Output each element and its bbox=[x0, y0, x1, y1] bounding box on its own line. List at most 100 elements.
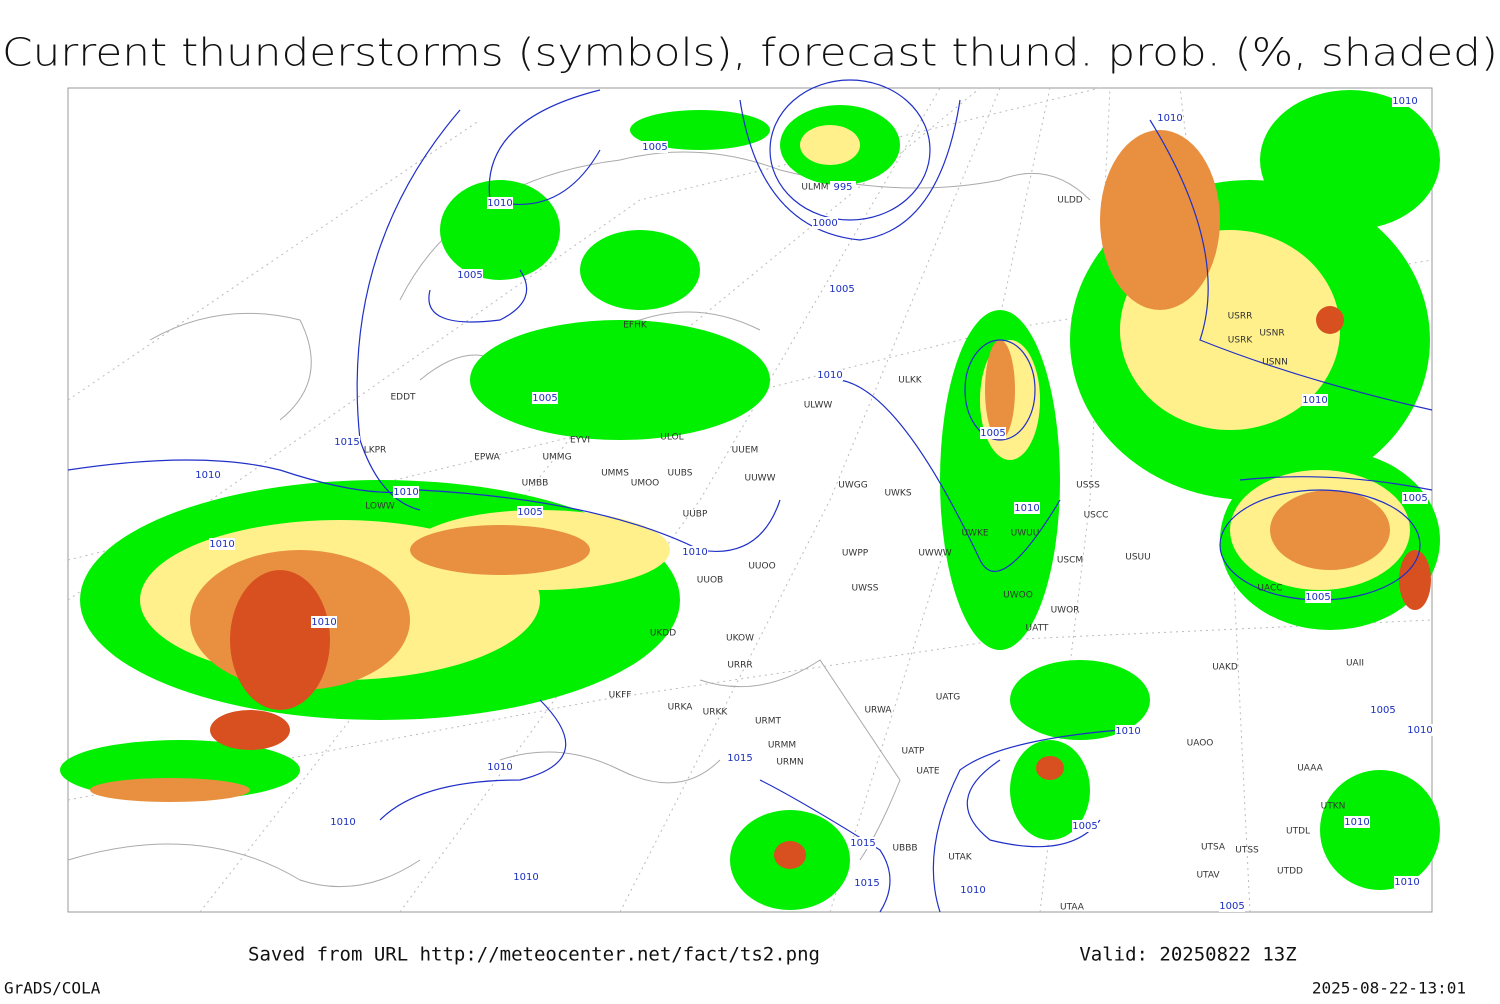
station-code: UWWW bbox=[918, 549, 951, 559]
isobar-label: 1010 bbox=[1394, 877, 1419, 888]
isobar-label: 1015 bbox=[334, 437, 359, 448]
isobar-label: 1000 bbox=[812, 218, 837, 229]
isobar-label: 1010 bbox=[513, 872, 538, 883]
isobar-label: 1005 bbox=[1305, 592, 1330, 603]
station-code: UKOW bbox=[726, 634, 754, 644]
station-code: UUBP bbox=[683, 510, 708, 520]
source-url: Saved from URL http://meteocenter.net/fa… bbox=[248, 944, 820, 966]
station-code: URKA bbox=[668, 703, 694, 713]
station-code: USRR bbox=[1228, 312, 1253, 322]
isobar-label: 1010 bbox=[960, 885, 985, 896]
isobar-label: 1015 bbox=[854, 878, 879, 889]
station-code: URMM bbox=[768, 741, 796, 751]
isobar-label: 1010 bbox=[1407, 725, 1432, 736]
isobar-label: 1005 bbox=[457, 270, 482, 281]
isobar-label: 1010 bbox=[209, 539, 234, 550]
isobar-label: 1010 bbox=[682, 547, 707, 558]
station-code: URMN bbox=[776, 758, 803, 768]
isobar-label: 1010 bbox=[195, 470, 220, 481]
station-code: LKPR bbox=[364, 446, 387, 456]
station-code: ULWW bbox=[804, 401, 833, 411]
isobar-label-bg bbox=[1392, 95, 1418, 107]
station-code: UAII bbox=[1346, 659, 1364, 669]
station-code: UUBS bbox=[668, 469, 693, 479]
station-code: URRR bbox=[727, 661, 752, 671]
station-code: UTDD bbox=[1277, 867, 1303, 877]
isobar-label-bg bbox=[487, 197, 513, 209]
isobar-label-bg bbox=[195, 469, 221, 481]
isobar-label-bg bbox=[980, 427, 1006, 439]
station-code: UUOB bbox=[697, 576, 723, 586]
station-code: UWPP bbox=[842, 549, 869, 559]
station-code: EPWA bbox=[474, 453, 501, 463]
isobar-label: 1005 bbox=[980, 428, 1005, 439]
isobar-label-bg bbox=[330, 816, 356, 828]
station-code: USSS bbox=[1076, 481, 1100, 491]
station-code: UTSA bbox=[1201, 843, 1226, 853]
station-code: URMT bbox=[755, 717, 782, 727]
isobar-label: 1005 bbox=[1370, 705, 1395, 716]
isobar-label-bg bbox=[1305, 591, 1331, 603]
station-code: UATT bbox=[1026, 624, 1049, 634]
isobar-label-bg bbox=[1394, 876, 1420, 888]
isobar-label-bg bbox=[1014, 502, 1040, 514]
isobar-label: 1005 bbox=[532, 393, 557, 404]
station-code: USRK bbox=[1228, 336, 1254, 346]
station-code: UUOO bbox=[748, 562, 775, 572]
station-code: UTSS bbox=[1235, 846, 1259, 856]
station-code: UUEM bbox=[732, 446, 759, 456]
station-code: ULMM bbox=[801, 183, 828, 193]
station-code: USCM bbox=[1057, 556, 1083, 566]
station-code: UWGG bbox=[838, 481, 867, 491]
station-code: UMBB bbox=[522, 479, 549, 489]
station-code: UACC bbox=[1257, 584, 1282, 594]
isobar-label-bg bbox=[1157, 112, 1183, 124]
isobar-label: 1005 bbox=[1072, 821, 1097, 832]
isobar-label: 1010 bbox=[393, 487, 418, 498]
station-code: UTAA bbox=[1060, 903, 1085, 913]
isobar-label: 1010 bbox=[1157, 113, 1182, 124]
isobar-label-bg bbox=[1402, 492, 1428, 504]
isobar-label: 1010 bbox=[311, 617, 336, 628]
isobar-label-bg bbox=[517, 506, 543, 518]
isobar-label: 1015 bbox=[727, 753, 752, 764]
isobar-label-bg bbox=[830, 181, 856, 193]
station-code: UMOO bbox=[631, 479, 660, 489]
station-code: USCC bbox=[1084, 511, 1109, 521]
station-code: EFHK bbox=[623, 321, 648, 331]
isobar-label: 1010 bbox=[817, 370, 842, 381]
station-code: UUWW bbox=[745, 474, 776, 484]
isobar-label-bg bbox=[1344, 816, 1370, 828]
station-code: UATG bbox=[936, 693, 961, 703]
station-code: UAAA bbox=[1297, 764, 1323, 774]
isobar-label-bg bbox=[1219, 900, 1245, 912]
station-code: ULDD bbox=[1057, 196, 1083, 206]
isobar-label: 1010 bbox=[1115, 726, 1140, 737]
valid-time: Valid: 20250822 13Z bbox=[1079, 944, 1296, 966]
station-code: UATE bbox=[916, 767, 940, 777]
station-code: UKDD bbox=[650, 629, 676, 639]
isobar-label: 1005 bbox=[517, 507, 542, 518]
station-code: USUU bbox=[1125, 553, 1150, 563]
station-code: UTKN bbox=[1321, 802, 1346, 812]
station-code: UMMG bbox=[542, 453, 571, 463]
isobar-label-bg bbox=[682, 546, 708, 558]
station-code: UATP bbox=[902, 747, 926, 757]
isobar-label-bg bbox=[850, 837, 876, 849]
isobar-label-bg bbox=[642, 141, 668, 153]
station-code: USNR bbox=[1259, 329, 1284, 339]
station-code: UWOO bbox=[1003, 591, 1033, 601]
station-code: UBBB bbox=[892, 844, 917, 854]
station-code: URKK bbox=[703, 708, 729, 718]
isobar-label: 1005 bbox=[1402, 493, 1427, 504]
station-code: URWA bbox=[864, 706, 892, 716]
isobar-label: 1010 bbox=[1344, 817, 1369, 828]
station-code: UWUU bbox=[1011, 529, 1040, 539]
isobar-label-bg bbox=[1370, 704, 1396, 716]
isobar-label-bg bbox=[532, 392, 558, 404]
isobar-label-bg bbox=[334, 436, 360, 448]
